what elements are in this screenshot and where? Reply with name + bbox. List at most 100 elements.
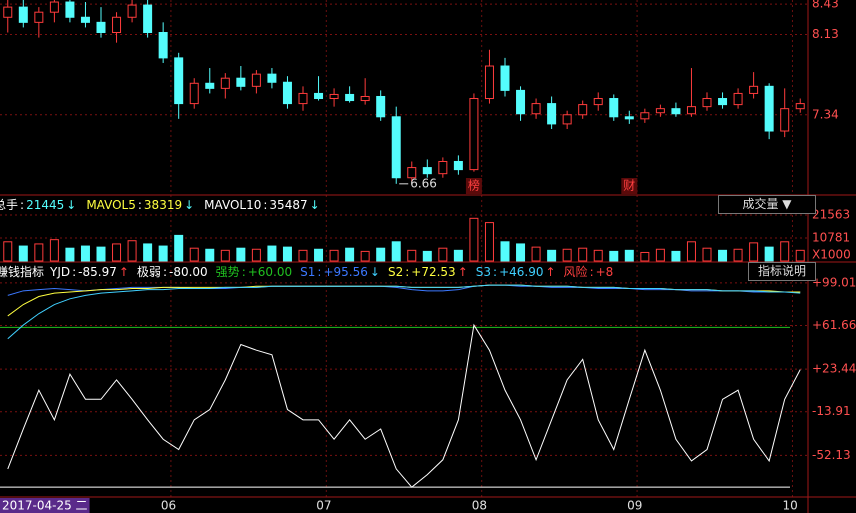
x-tick-label: 07	[316, 499, 331, 513]
candle-body	[438, 160, 448, 175]
volume-bar	[531, 246, 541, 262]
volume-bar	[298, 249, 308, 262]
button-label: 成交量	[742, 197, 779, 211]
legend-value: 21445	[26, 198, 65, 212]
volume-bar	[624, 249, 634, 262]
volume-bar	[484, 222, 494, 262]
y-tick-label: 7.34	[812, 107, 839, 121]
x-tick-label: 2017-04-25 二	[2, 499, 88, 513]
legend-name: 总手	[0, 198, 19, 212]
legend-value: 35487	[269, 198, 308, 212]
candle-body	[733, 92, 743, 106]
y-tick-label: +23.44	[812, 362, 856, 376]
x-tick-label: 09	[627, 499, 642, 513]
volume-bar	[314, 248, 324, 262]
volume-bar	[764, 246, 774, 262]
volume-bar	[127, 240, 137, 262]
candle-body	[484, 65, 494, 100]
legend-name: S3	[475, 265, 492, 279]
legend-value: +46.90	[499, 265, 544, 279]
volume-bar	[251, 248, 261, 262]
candle-body	[143, 4, 153, 33]
candle-body	[516, 89, 526, 115]
volume-bar	[655, 248, 665, 262]
volume-bar	[158, 245, 168, 262]
candle-body	[780, 108, 790, 132]
legend-name: MAVOL10	[204, 198, 262, 212]
indicator-button[interactable]: 指标说明	[748, 262, 816, 281]
candle-body	[469, 98, 479, 171]
volume-button[interactable]: 成交量 ▼	[718, 195, 816, 214]
volume-bar	[112, 243, 122, 262]
volume-bar	[376, 247, 386, 262]
event-marker: 榜	[468, 178, 480, 193]
volume-bar	[780, 241, 790, 262]
legend-arrow: ↑	[118, 265, 129, 279]
x-tick-label: 06	[161, 499, 176, 513]
candle-body	[298, 92, 308, 105]
volume-bar	[345, 247, 355, 262]
candle-body	[18, 6, 28, 23]
volume-bar	[438, 247, 448, 262]
candle-body	[34, 11, 44, 23]
volume-bar	[3, 241, 13, 262]
candle-body	[686, 106, 696, 115]
candle-body	[189, 82, 199, 105]
candle-body	[329, 93, 339, 100]
candle-body	[795, 103, 805, 110]
event-marker-bg	[621, 178, 638, 194]
candle-body	[65, 1, 75, 18]
volume-bar	[671, 250, 681, 262]
legend-name: 强势	[215, 265, 240, 279]
legend-value: +60.00	[247, 265, 293, 279]
candle-body	[422, 167, 432, 175]
candle-body	[376, 95, 386, 118]
colon: :	[137, 198, 142, 212]
volume-bar	[422, 250, 432, 262]
y-tick-label: +61.66	[812, 318, 856, 332]
candle-body	[718, 98, 728, 106]
candle-body	[251, 73, 261, 87]
candle-body	[49, 1, 59, 13]
legend-arrow: ↓	[309, 198, 320, 212]
volume-bar	[578, 247, 588, 262]
candle-body	[593, 98, 603, 106]
volume-bar	[686, 241, 696, 262]
volume-bar	[80, 245, 90, 262]
candle-body	[578, 104, 588, 116]
colon: :	[493, 265, 498, 279]
volume-bar	[718, 249, 728, 262]
candle-body	[236, 77, 246, 87]
volume-bar	[360, 250, 370, 262]
candle-body	[3, 6, 13, 18]
y-tick-label: 8.13	[812, 27, 839, 41]
legend-arrow: ↓	[66, 198, 77, 212]
candle-body	[96, 21, 106, 33]
legend-arrow: ↓	[369, 265, 380, 279]
legend-value: +72.53	[411, 265, 456, 279]
colon: :	[241, 265, 246, 279]
volume-bar	[189, 247, 199, 262]
legend-arrow: ↑	[545, 265, 556, 279]
legend-value: -80.00	[168, 265, 208, 279]
indicator-line	[7, 284, 801, 296]
volume-bar	[562, 248, 572, 262]
volume-bar	[282, 246, 292, 262]
volume-bar	[96, 246, 106, 262]
volume-bar	[205, 248, 215, 262]
legend-arrow: ↑	[457, 265, 468, 279]
volume-bar	[18, 245, 28, 262]
candle-body	[562, 114, 572, 125]
indicator-title: 赚钱指标	[0, 265, 45, 279]
legend-name: S2	[387, 265, 404, 279]
volume-bar	[453, 249, 463, 262]
candle-body	[500, 65, 510, 91]
volume-bar	[609, 250, 619, 262]
legend-value: +8	[595, 265, 614, 279]
candle-body	[531, 103, 541, 115]
candle-body	[547, 103, 557, 125]
volume-bar	[391, 241, 401, 262]
y-tick-label: 21563	[812, 207, 850, 221]
y-tick-label: 8.43	[812, 0, 839, 11]
